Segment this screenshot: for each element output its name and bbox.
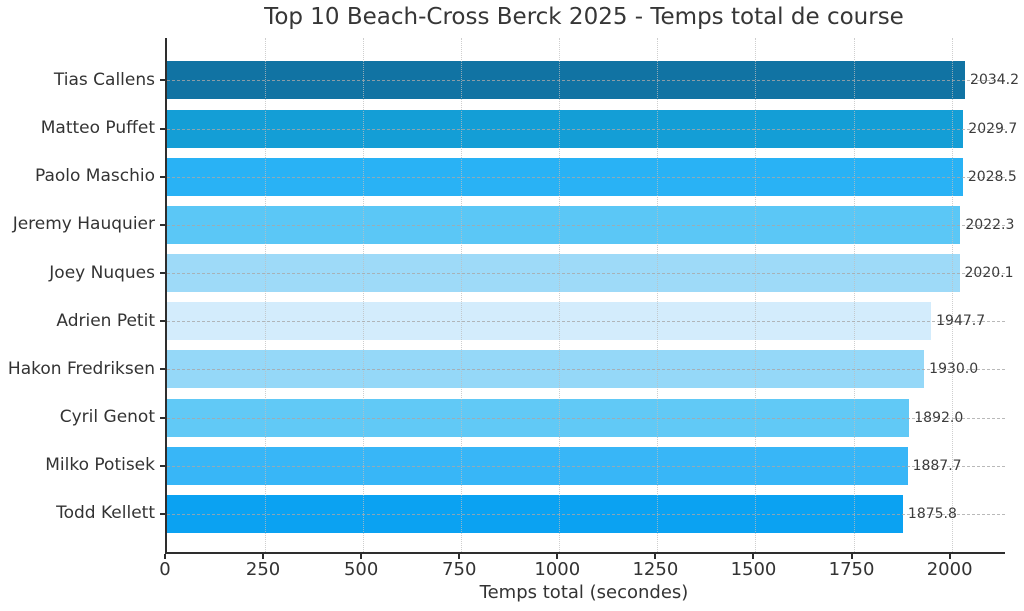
gridline-h — [167, 369, 1005, 371]
y-tick-label: Todd Kellett — [56, 503, 155, 524]
value-label: 1887.7 — [912, 457, 962, 474]
gridline-v-750 — [461, 38, 463, 552]
x-tick-label: 1750 — [828, 559, 875, 580]
x-tick-mark — [360, 554, 363, 559]
y-tick-mark — [160, 368, 165, 371]
y-tick-mark — [160, 464, 165, 467]
gridline-h — [167, 513, 1005, 515]
x-tick-mark — [164, 554, 166, 559]
y-tick-mark — [160, 223, 165, 226]
gridline-h — [167, 417, 1005, 419]
y-tick-label: Paolo Maschio — [34, 166, 155, 187]
y-tick-label: Cyril Genot — [59, 407, 155, 428]
x-tick-label: 1500 — [730, 559, 777, 580]
x-tick-label: 1250 — [632, 559, 679, 580]
x-axis-label: Temps total (secondes) — [479, 582, 689, 603]
y-tick-mark — [160, 79, 165, 82]
x-tick-label: 250 — [245, 559, 281, 580]
x-tick-mark — [850, 554, 853, 559]
gridline-v-1000 — [559, 38, 561, 552]
value-label: 2034.2 — [970, 72, 1020, 89]
gridline-h — [167, 224, 1005, 226]
y-tick-mark — [160, 272, 165, 275]
y-tick-mark — [160, 127, 165, 130]
y-tick-label: Hakon Fredriksen — [7, 358, 155, 379]
x-tick-mark — [752, 554, 755, 559]
gridline-v-1500 — [755, 38, 757, 552]
gridline-v-1250 — [657, 38, 659, 552]
x-tick-label: 750 — [442, 559, 477, 580]
x-tick-label: 0 — [159, 559, 171, 580]
y-tick-label: Adrien Petit — [56, 310, 155, 331]
gridline-v-500 — [363, 38, 365, 552]
value-label: 1930.0 — [929, 361, 979, 378]
y-tick-mark — [160, 512, 165, 515]
x-tick-label: 1000 — [534, 559, 581, 580]
y-tick-mark — [160, 175, 165, 178]
x-tick-mark — [948, 554, 951, 559]
value-label: 2029.7 — [968, 120, 1018, 137]
value-label: 1892.0 — [914, 409, 964, 426]
gridline-v-1750 — [853, 38, 855, 552]
x-tick-mark — [556, 554, 559, 559]
value-label: 1947.7 — [936, 313, 986, 330]
y-tick-label: Tias Callens — [53, 69, 155, 90]
value-label: 2022.3 — [965, 216, 1015, 233]
x-tick-mark — [654, 554, 657, 559]
gridline-h — [167, 128, 1005, 130]
value-label: 2020.1 — [964, 265, 1014, 282]
gridline-h — [167, 80, 1005, 82]
gridline-v-250 — [265, 38, 267, 552]
x-tick-label: 500 — [343, 559, 379, 580]
x-tick-mark — [262, 554, 265, 559]
plot-area: 2034.2 2029.7 2028.5 2022.3 2020.1 1947.7 1930… — [165, 38, 1019, 554]
y-tick-label: Matteo Puffet — [40, 118, 155, 139]
gridline-h — [167, 176, 1005, 178]
gridline-v-2000 — [951, 38, 953, 552]
y-tick-label: Joey Nuques — [49, 262, 155, 283]
x-tick-label: 2000 — [926, 559, 973, 580]
gridline-h — [167, 321, 1005, 323]
y-tick-mark — [160, 320, 165, 323]
y-tick-mark — [160, 416, 165, 419]
y-tick-label: Jeremy Hauquier — [12, 214, 155, 235]
chart-title: Top 10 Beach-Cross Berck 2025 - Temps to… — [264, 4, 904, 30]
value-label: 1875.8 — [907, 505, 957, 522]
gridline-h — [167, 465, 1005, 467]
x-tick-mark — [458, 554, 461, 559]
gridline-h — [167, 273, 1005, 275]
y-tick-label: Milko Potisek — [45, 455, 155, 476]
value-label: 2028.5 — [967, 168, 1017, 185]
